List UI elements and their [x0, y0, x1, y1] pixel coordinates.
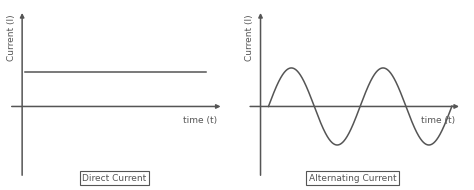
Text: time (t): time (t)	[183, 116, 217, 125]
Text: Direct Current: Direct Current	[82, 173, 146, 183]
Text: Current (I): Current (I)	[7, 15, 16, 61]
Text: Alternating Current: Alternating Current	[309, 173, 397, 183]
Text: Current (I): Current (I)	[246, 15, 255, 61]
Text: time (t): time (t)	[421, 116, 455, 125]
